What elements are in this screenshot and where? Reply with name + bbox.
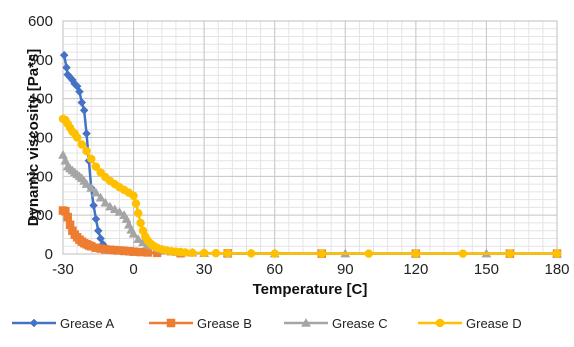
data-point-grease-d — [181, 248, 190, 257]
data-point-grease-d — [131, 199, 141, 208]
legend-marker-grease-c — [301, 317, 311, 327]
data-point-grease-d — [211, 248, 221, 258]
data-point-grease-c — [100, 197, 111, 207]
x-tick-label: 120 — [403, 261, 428, 278]
x-tick-label: 150 — [474, 261, 499, 278]
data-point-grease-d — [136, 218, 145, 228]
data-point-grease-a — [59, 50, 69, 60]
x-tick-label: -30 — [52, 261, 74, 278]
y-tick-label: 400 — [28, 91, 53, 108]
x-axis-title: Temperature [C] — [253, 281, 368, 298]
data-point-grease-c — [128, 228, 139, 238]
data-point-grease-c — [114, 207, 125, 216]
data-point-grease-d — [129, 191, 138, 200]
y-axis-title: Dynamic viscosity [Pa*s] — [25, 49, 42, 227]
x-tick-label: 180 — [544, 261, 569, 278]
legend-label-grease-a: Grease A — [60, 316, 115, 331]
y-tick-label: 500 — [28, 52, 53, 69]
data-point-grease-c — [91, 187, 101, 197]
data-point-grease-d — [364, 249, 374, 258]
data-point-grease-d — [411, 249, 421, 258]
y-tick-label: 0 — [45, 246, 53, 263]
data-point-grease-b — [63, 212, 72, 222]
legend: Grease A Grease B Grease C Grease D — [12, 316, 522, 331]
legend-marker-grease-a — [29, 318, 39, 328]
data-point-grease-a — [79, 105, 89, 115]
data-point-grease-a — [75, 87, 84, 97]
data-point-grease-c — [81, 179, 92, 188]
data-point-grease-b — [143, 248, 152, 257]
data-point-grease-d — [77, 140, 87, 149]
data-point-grease-c — [105, 201, 115, 211]
legend-marker-grease-d — [435, 318, 445, 328]
series-layer — [58, 50, 562, 258]
legend-label-grease-b: Grease B — [197, 316, 252, 331]
data-point-grease-c — [133, 234, 144, 243]
data-point-grease-c — [95, 192, 106, 202]
data-point-grease-d — [134, 208, 143, 218]
y-tick-label: 300 — [28, 130, 53, 147]
data-point-grease-a — [62, 63, 71, 72]
data-point-grease-d — [505, 249, 515, 258]
data-point-grease-d — [86, 154, 96, 164]
data-point-grease-d — [72, 133, 82, 142]
data-point-grease-d — [82, 146, 91, 156]
legend-item-grease-c: Grease C — [284, 316, 388, 331]
x-tick-label: 0 — [129, 261, 137, 278]
legend-marker-grease-b — [166, 318, 176, 328]
data-point-grease-d — [552, 249, 562, 258]
series-grease-d — [58, 114, 562, 258]
x-tick-label: 90 — [337, 261, 354, 278]
y-tick-labels: 0 100 200 300 400 500 600 — [28, 13, 53, 263]
data-point-grease-c — [86, 182, 97, 192]
data-point-grease-c — [109, 204, 120, 214]
data-point-grease-d — [458, 249, 468, 258]
x-tick-labels: -30 0 30 60 90 120 150 180 — [52, 261, 569, 278]
data-point-grease-d — [199, 248, 209, 258]
data-point-grease-d — [246, 249, 256, 258]
y-tick-label: 600 — [28, 13, 53, 30]
major-gridlines — [62, 20, 558, 255]
legend-item-grease-a: Grease A — [12, 316, 115, 331]
data-point-grease-d — [223, 248, 232, 258]
data-point-grease-b — [136, 247, 145, 257]
y-tick-label: 200 — [28, 168, 53, 185]
legend-label-grease-c: Grease C — [332, 316, 388, 331]
data-point-grease-a — [77, 98, 87, 107]
data-point-grease-d — [317, 249, 327, 258]
data-point-grease-a — [89, 201, 98, 210]
legend-label-grease-d: Grease D — [466, 316, 522, 331]
series-line-grease-d — [62, 117, 557, 255]
y-tick-label: 100 — [28, 207, 53, 224]
data-point-grease-b — [129, 247, 138, 256]
legend-item-grease-d: Grease D — [418, 316, 522, 331]
data-point-grease-a — [93, 226, 103, 236]
x-tick-label: 30 — [196, 261, 213, 278]
data-point-grease-d — [188, 248, 197, 258]
legend-item-grease-b: Grease B — [149, 316, 252, 331]
data-point-grease-a — [82, 129, 91, 138]
data-point-grease-d — [91, 162, 101, 171]
data-point-grease-a — [91, 214, 101, 224]
data-point-grease-d — [270, 249, 279, 258]
x-tick-label: 60 — [266, 261, 283, 278]
series-grease-a — [59, 50, 562, 258]
